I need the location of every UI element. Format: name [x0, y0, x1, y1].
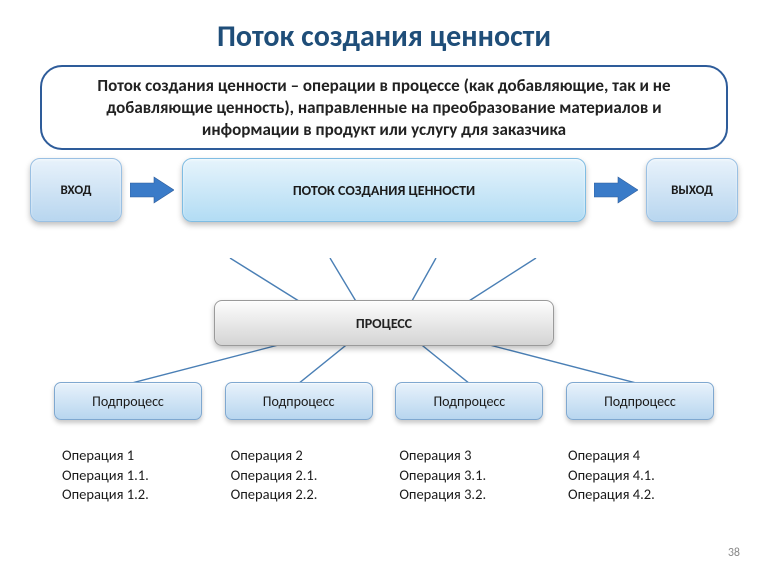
- operations-col-4: Операция 4 Операция 4.1. Операция 4.2.: [568, 446, 726, 505]
- flow-row: ВХОД ПОТОК СОЗДАНИЯ ЦЕННОСТИ ВЫХОД: [30, 158, 738, 222]
- output-box: ВЫХОД: [646, 158, 738, 222]
- subprocess-4: Подпроцесс: [566, 382, 714, 420]
- op-line: Операция 4.2.: [568, 485, 726, 505]
- input-box: ВХОД: [30, 158, 122, 222]
- page-title: Поток создания ценности: [0, 0, 768, 65]
- subprocess-1: Подпроцесс: [54, 382, 202, 420]
- page-number: 38: [728, 546, 740, 560]
- subprocess-2: Подпроцесс: [225, 382, 373, 420]
- operations-col-3: Операция 3 Операция 3.1. Операция 3.2.: [399, 446, 557, 505]
- op-line: Операция 3.2.: [399, 485, 557, 505]
- operations-col-2: Операция 2 Операция 2.1. Операция 2.2.: [231, 446, 389, 505]
- subprocess-row: Подпроцесс Подпроцесс Подпроцесс Подпроц…: [54, 382, 714, 420]
- op-line: Операция 3.1.: [399, 466, 557, 486]
- value-stream-box: ПОТОК СОЗДАНИЯ ЦЕННОСТИ: [182, 158, 586, 222]
- op-line: Операция 4: [568, 446, 726, 466]
- operations-row: Операция 1 Операция 1.1. Операция 1.2. О…: [62, 446, 726, 505]
- arrow-right-2: [594, 175, 638, 205]
- process-box: ПРОЦЕСС: [214, 300, 554, 346]
- arrow-right-1: [130, 175, 174, 205]
- op-line: Операция 3: [399, 446, 557, 466]
- op-line: Операция 4.1.: [568, 466, 726, 486]
- definition-box: Поток создания ценности – операции в про…: [40, 65, 728, 150]
- op-line: Операция 1.2.: [62, 485, 220, 505]
- op-line: Операция 2: [231, 446, 389, 466]
- subprocess-3: Подпроцесс: [395, 382, 543, 420]
- operations-col-1: Операция 1 Операция 1.1. Операция 1.2.: [62, 446, 220, 505]
- op-line: Операция 2.1.: [231, 466, 389, 486]
- op-line: Операция 1.1.: [62, 466, 220, 486]
- op-line: Операция 1: [62, 446, 220, 466]
- op-line: Операция 2.2.: [231, 485, 389, 505]
